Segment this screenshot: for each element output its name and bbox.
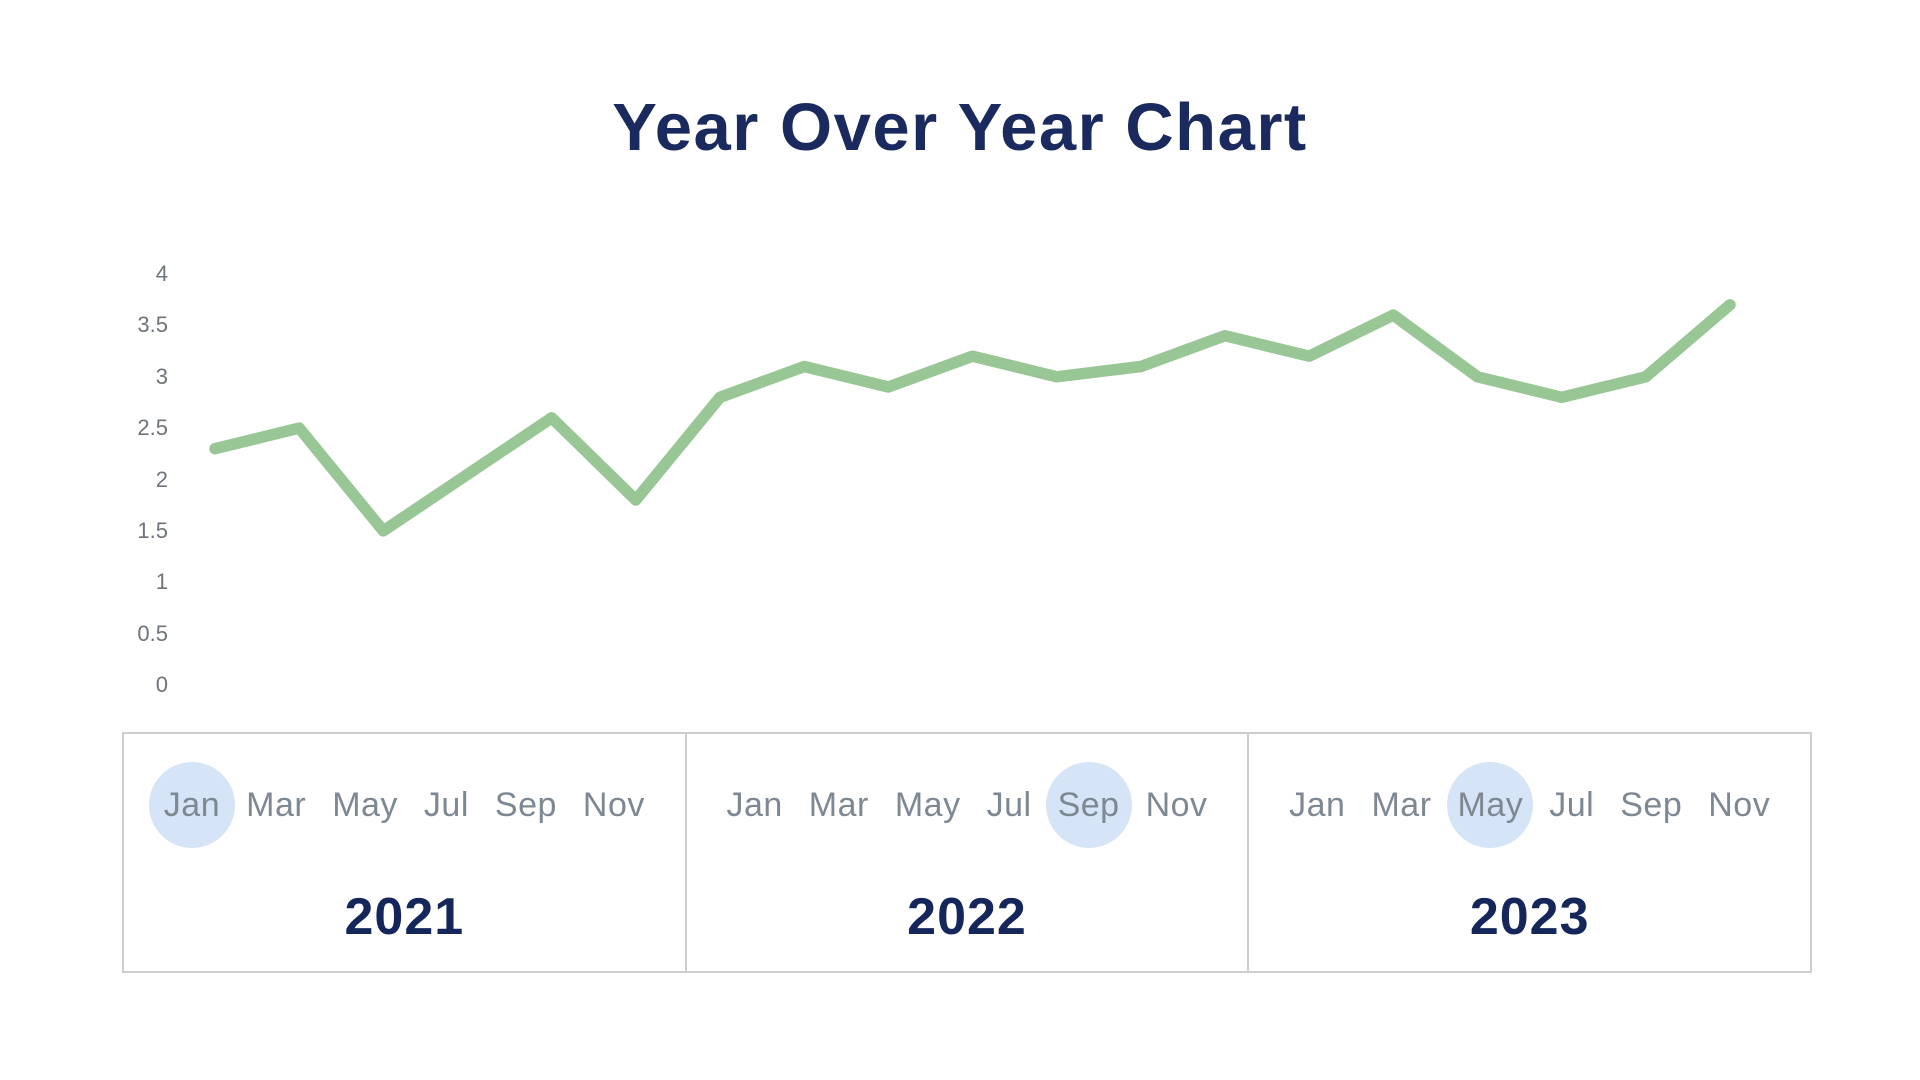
month-label-text: Mar xyxy=(246,786,307,824)
month-label: Jul xyxy=(987,781,1032,829)
month-label-highlighted: Jan xyxy=(148,762,235,848)
month-label: Jan xyxy=(1289,781,1345,829)
year-panel-2022: Jan Mar May Jul Sep Nov 2022 xyxy=(684,734,1248,971)
month-label-text: Nov xyxy=(1145,786,1208,824)
month-label: Mar xyxy=(1371,781,1431,829)
highlight-circle xyxy=(148,762,235,848)
y-axis-tick-label: 4 xyxy=(155,261,168,286)
month-label-text: May xyxy=(332,786,398,824)
year-label: 2021 xyxy=(344,888,465,946)
month-label-text: May xyxy=(894,786,961,824)
month-label: May xyxy=(895,781,961,829)
month-label: Nov xyxy=(583,781,645,829)
month-label-text: Jul xyxy=(1549,786,1595,824)
highlight-circle xyxy=(1447,762,1534,848)
month-label: Sep xyxy=(495,781,557,829)
months-row: Jan Mar May Jul Sep Nov xyxy=(148,762,645,848)
y-axis-tick-label: 3 xyxy=(155,363,168,389)
y-axis-tick-label: 0.5 xyxy=(137,620,168,646)
months-row: Jan Mar May Jul Sep Nov xyxy=(726,762,1208,848)
trend-line xyxy=(209,299,1736,537)
year-panel-2023: Jan Mar May Jul Sep Nov 2023 xyxy=(1247,734,1810,971)
month-label-text: May xyxy=(1457,786,1524,824)
month-label-highlighted: May xyxy=(1447,762,1534,848)
month-label: Mar xyxy=(246,781,306,829)
highlight-circle xyxy=(1045,762,1132,848)
y-axis-tick-label: 0 xyxy=(155,672,168,697)
month-label-highlighted: Sep xyxy=(1045,762,1132,848)
page-title: Year Over Year Chart xyxy=(612,90,1308,165)
month-label-text: Nov xyxy=(1708,786,1771,824)
month-label-text: Jan xyxy=(163,786,221,824)
month-label-text: Jul xyxy=(423,786,469,824)
month-label-text: Mar xyxy=(808,786,869,824)
month-label-text: Jan xyxy=(1289,786,1346,824)
month-label: Nov xyxy=(1146,781,1208,829)
month-label-text: Sep xyxy=(494,786,557,824)
year-label: 2023 xyxy=(1469,888,1590,946)
month-label: Jul xyxy=(1549,781,1594,829)
y-axis: 4 3.5 3 2.5 2 1.5 1 0.5 0 xyxy=(58,0,168,1080)
month-label: Sep xyxy=(1620,781,1682,829)
y-axis-tick-label: 3.5 xyxy=(137,312,168,338)
month-label: Jul xyxy=(424,781,469,829)
timeline: Jan Mar May Jul Sep Nov 2021 Jan Mar May Jul Sep Nov… xyxy=(122,732,1812,973)
month-label: Nov xyxy=(1708,781,1770,829)
y-axis-tick-label: 1.5 xyxy=(137,517,168,543)
y-axis-tick-label: 2 xyxy=(155,466,168,492)
months-row: Jan Mar May Jul Sep Nov xyxy=(1289,762,1770,848)
month-label: May xyxy=(332,781,398,829)
year-label: 2022 xyxy=(907,888,1027,946)
month-label-text: Nov xyxy=(582,786,645,824)
month-label-text: Mar xyxy=(1371,786,1432,824)
month-label-text: Jan xyxy=(726,786,783,824)
year-panel-2021: Jan Mar May Jul Sep Nov 2021 xyxy=(124,734,685,971)
month-label: Jan xyxy=(726,781,782,829)
y-axis-tick-label: 2.5 xyxy=(137,415,168,441)
month-label: Mar xyxy=(809,781,869,829)
month-label-text: Jul xyxy=(986,786,1032,824)
y-axis-tick-label: 1 xyxy=(155,569,168,595)
month-label-text: Sep xyxy=(1057,786,1120,824)
month-label-text: Sep xyxy=(1620,786,1683,824)
